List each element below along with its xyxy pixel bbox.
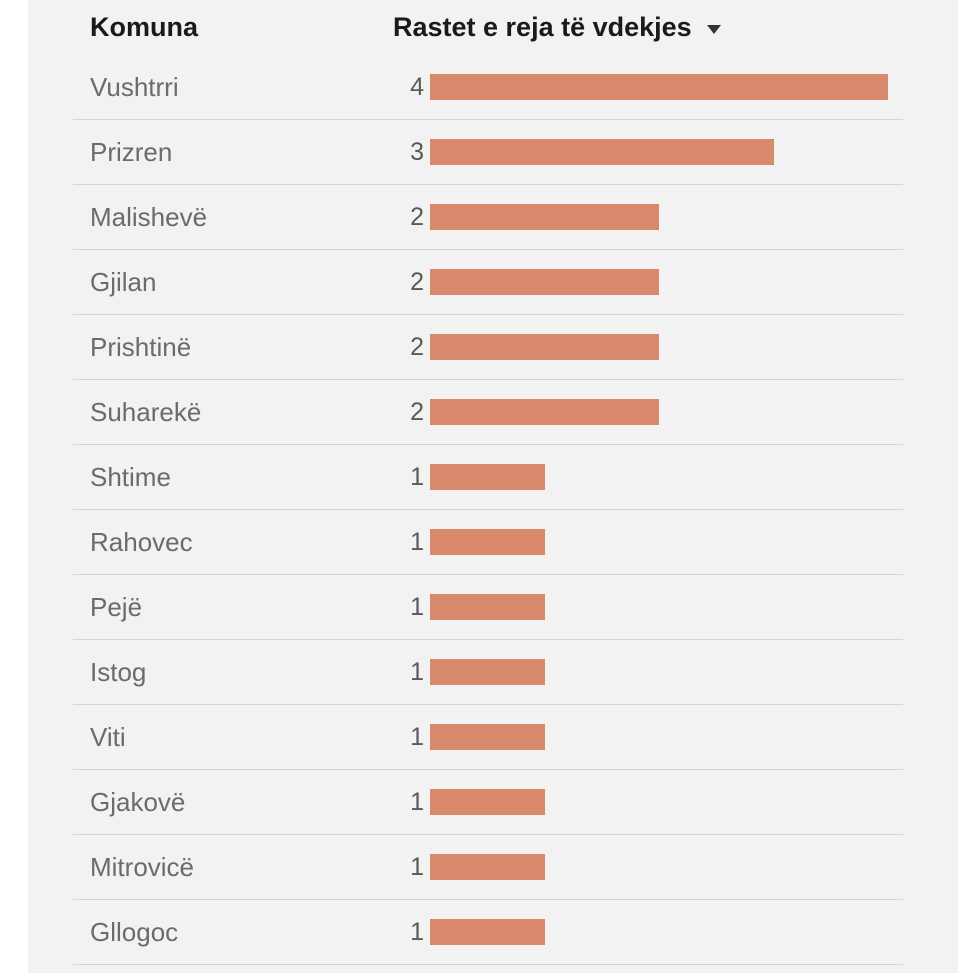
table-row: Prishtinë 2 <box>73 315 903 380</box>
value-cell: 1 <box>393 723 903 752</box>
table-row: Gjakovë 1 <box>73 770 903 835</box>
table: Komuna Rastet e reja të vdekjes Vushtrri… <box>73 0 903 965</box>
value-cell: 3 <box>393 138 903 167</box>
value-number: 1 <box>410 917 424 946</box>
value-bar <box>430 594 545 620</box>
value-number: 2 <box>410 202 424 231</box>
value-number: 2 <box>410 332 424 361</box>
table-row: Viti 1 <box>73 705 903 770</box>
column-header-komuna[interactable]: Komuna <box>90 12 198 42</box>
value-bar <box>430 399 659 425</box>
value-number: 1 <box>410 787 424 816</box>
value-cell: 2 <box>393 268 903 297</box>
komuna-label: Pejë <box>90 591 143 622</box>
value-bar <box>430 659 545 685</box>
value-number: 2 <box>410 267 424 296</box>
value-number: 1 <box>410 657 424 686</box>
value-cell: 1 <box>393 658 903 687</box>
value-bar <box>430 789 545 815</box>
table-row: Mitrovicë 1 <box>73 835 903 900</box>
value-bar <box>430 204 659 230</box>
value-bar <box>430 724 545 750</box>
value-bar <box>430 464 545 490</box>
value-number: 1 <box>410 852 424 881</box>
value-number: 2 <box>410 397 424 426</box>
table-row: Prizren 3 <box>73 120 903 185</box>
value-bar <box>430 269 659 295</box>
table-row: Shtime 1 <box>73 445 903 510</box>
value-cell: 1 <box>393 788 903 817</box>
value-cell: 2 <box>393 333 903 362</box>
value-bar <box>430 919 545 945</box>
value-bar <box>430 139 774 165</box>
komuna-label: Malishevë <box>90 201 208 232</box>
value-cell: 1 <box>393 918 903 947</box>
value-bar <box>430 529 545 555</box>
table-row: Malishevë 2 <box>73 185 903 250</box>
value-cell: 2 <box>393 203 903 232</box>
table-row: Suharekë 2 <box>73 380 903 445</box>
value-cell: 2 <box>393 398 903 427</box>
column-header-value-label: Rastet e reja të vdekjes <box>393 12 692 42</box>
table-body: Vushtrri 4 Prizren 3 Malishevë 2 Gjilan … <box>73 55 903 965</box>
komuna-label: Prishtinë <box>90 331 192 362</box>
table-row: Gllogoc 1 <box>73 900 903 965</box>
table-row: Gjilan 2 <box>73 250 903 315</box>
value-cell: 1 <box>393 463 903 492</box>
table-row: Vushtrri 4 <box>73 55 903 120</box>
komuna-label: Rahovec <box>90 526 193 557</box>
komuna-label: Istog <box>90 656 147 687</box>
value-cell: 1 <box>393 593 903 622</box>
column-header-value[interactable]: Rastet e reja të vdekjes <box>393 12 903 43</box>
value-bar <box>430 854 545 880</box>
value-bar <box>430 334 659 360</box>
value-cell: 1 <box>393 528 903 557</box>
table-row: Istog 1 <box>73 640 903 705</box>
value-cell: 4 <box>393 73 903 102</box>
table-panel: Komuna Rastet e reja të vdekjes Vushtrri… <box>28 0 958 973</box>
komuna-label: Gllogoc <box>90 916 179 947</box>
value-number: 1 <box>410 462 424 491</box>
value-number: 1 <box>410 527 424 556</box>
komuna-label: Suharekë <box>90 396 202 427</box>
value-number: 1 <box>410 592 424 621</box>
komuna-label: Vushtrri <box>90 71 179 102</box>
komuna-label: Shtime <box>90 461 171 492</box>
komuna-label: Mitrovicë <box>90 851 195 882</box>
value-number: 1 <box>410 722 424 751</box>
komuna-label: Gjilan <box>90 266 157 297</box>
komuna-label: Prizren <box>90 136 173 167</box>
value-bar <box>430 74 888 100</box>
table-header: Komuna Rastet e reja të vdekjes <box>73 0 903 55</box>
value-number: 3 <box>410 137 424 166</box>
sort-caret-down-icon <box>706 24 721 34</box>
komuna-label: Viti <box>90 721 126 752</box>
value-cell: 1 <box>393 853 903 882</box>
table-row: Rahovec 1 <box>73 510 903 575</box>
komuna-label: Gjakovë <box>90 786 186 817</box>
table-row: Pejë 1 <box>73 575 903 640</box>
value-number: 4 <box>410 72 424 101</box>
